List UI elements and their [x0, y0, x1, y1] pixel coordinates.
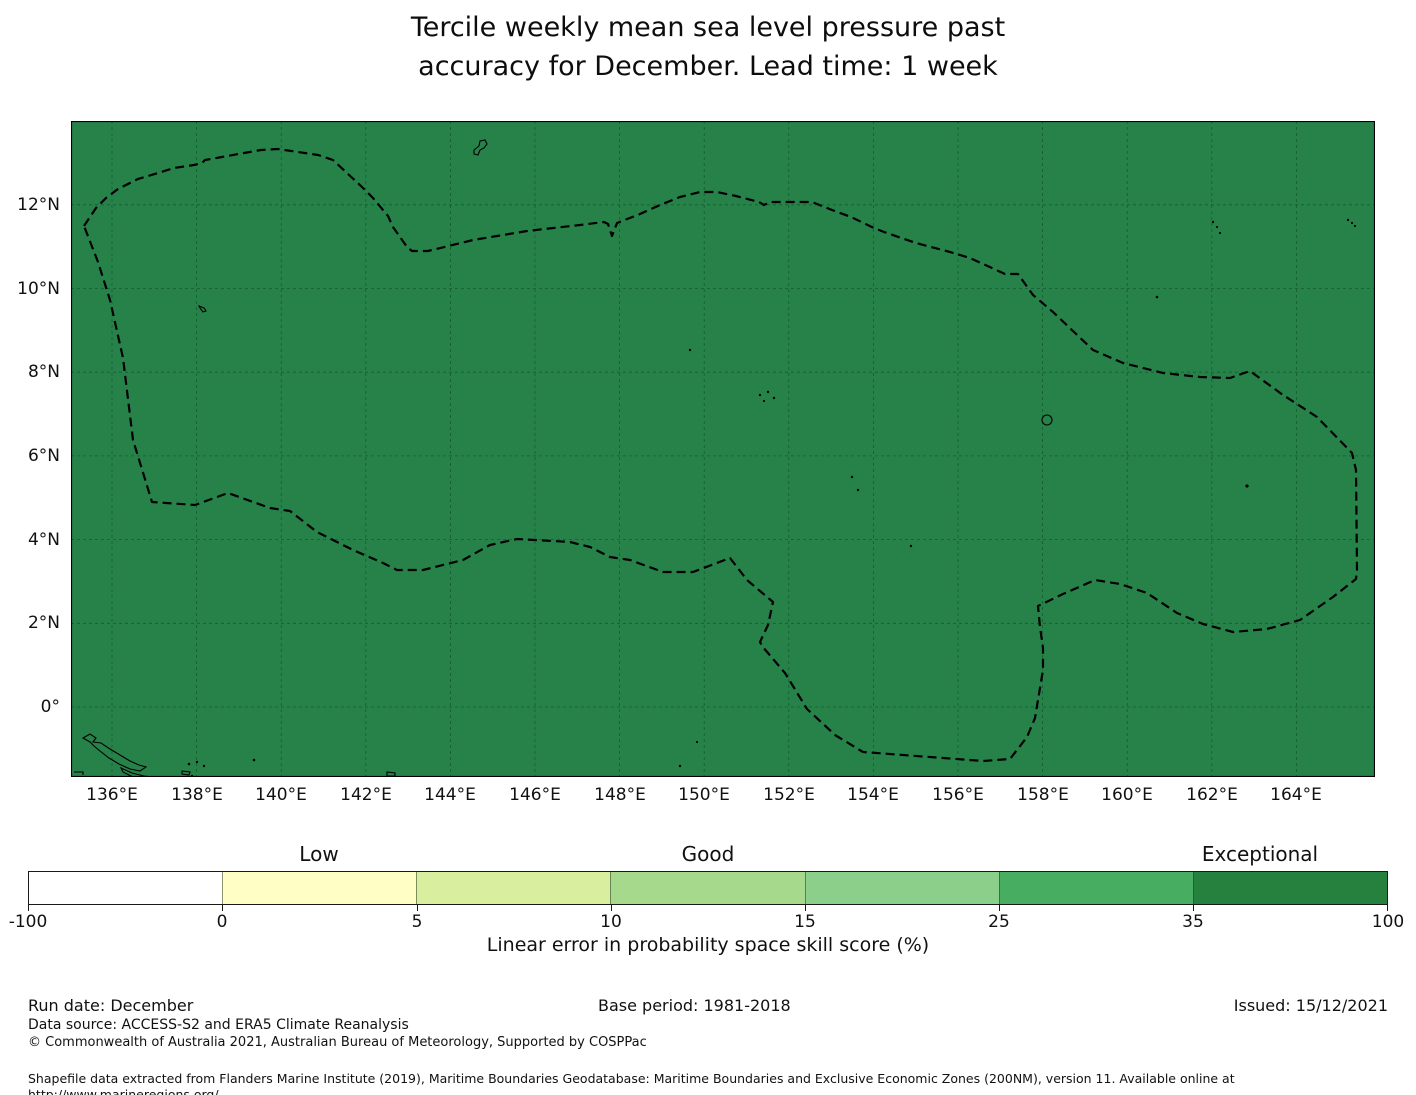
x-tick-label: 160°E	[1101, 785, 1153, 805]
colorbar-segment	[610, 872, 805, 904]
x-tick-label: 138°E	[171, 785, 223, 805]
yap-island	[197, 304, 207, 313]
colorbar-tick	[417, 905, 418, 911]
chart-title-line2: accuracy for December. Lead time: 1 week	[418, 51, 998, 82]
x-tick-label: 142°E	[340, 785, 392, 805]
colorbar-segment	[222, 872, 417, 904]
y-tick-label: 12°N	[17, 195, 60, 215]
coast-fragment-1	[74, 771, 84, 775]
colorbar-tick	[222, 905, 223, 911]
x-tick-label: 162°E	[1186, 785, 1238, 805]
colorbar-tick-label: -100	[8, 912, 48, 932]
colorbar-tick	[611, 905, 612, 911]
map-gridlines	[71, 121, 1375, 777]
y-tick-label: 6°N	[27, 446, 60, 466]
colorbar-tick	[1387, 905, 1388, 911]
x-tick-label: 144°E	[424, 785, 476, 805]
colorbar-category-good: Good	[681, 842, 735, 866]
issued-label: Issued: 15/12/2021	[1233, 996, 1388, 1015]
colorbar-category-low: Low	[299, 842, 339, 866]
colorbar-segment	[804, 872, 999, 904]
chart-title: Tercile weekly mean sea level pressure p…	[0, 8, 1416, 86]
map-panel	[70, 120, 1376, 781]
pohnpei-island	[1041, 414, 1053, 426]
colorbar	[28, 871, 1388, 905]
run-date-label: Run date: December	[28, 996, 194, 1015]
x-tick-label: 150°E	[678, 785, 730, 805]
colorbar-tick-label: 0	[216, 912, 228, 932]
colorbar-tick-label: 10	[600, 912, 622, 932]
colorbar-axis-label: Linear error in probability space skill …	[486, 934, 930, 956]
colorbar-tick-label: 100	[1371, 912, 1405, 932]
solomons-island-1	[81, 733, 148, 772]
x-tick-label: 148°E	[594, 785, 646, 805]
x-tick-label: 152°E	[763, 785, 815, 805]
y-tick-label: 8°N	[27, 362, 60, 382]
shapefile-note: Shapefile data extracted from Flanders M…	[28, 1071, 1235, 1095]
map-border	[70, 120, 1376, 778]
colorbar-tick-label: 5	[411, 912, 423, 932]
chart-title-line1: Tercile weekly mean sea level pressure p…	[410, 12, 1006, 43]
colorbar-tick	[1193, 905, 1194, 911]
x-tick-label: 140°E	[255, 785, 307, 805]
colorbar-segment	[29, 872, 223, 904]
y-tick-label: 4°N	[27, 530, 60, 550]
x-tick-label: 136°E	[86, 785, 138, 805]
colorbar-segment	[416, 872, 611, 904]
x-tick-label: 154°E	[847, 785, 899, 805]
eez-boundary-outline	[82, 147, 1359, 763]
colorbar-segment	[998, 872, 1193, 904]
x-tick-label: 158°E	[1017, 785, 1069, 805]
colorbar-tick	[999, 905, 1000, 911]
colorbar-tick-label: 25	[988, 912, 1010, 932]
colorbar-tick	[805, 905, 806, 911]
y-tick-label: 10°N	[17, 279, 60, 299]
x-tick-label: 164°E	[1270, 785, 1322, 805]
colorbar-category-exceptional: Exceptional	[1201, 842, 1319, 866]
colorbar-segment	[1192, 872, 1387, 904]
base-period-label: Base period: 1981-2018	[598, 996, 791, 1015]
x-tick-label: 156°E	[932, 785, 984, 805]
guam-island	[473, 139, 488, 156]
coast-fragment-2	[181, 770, 191, 776]
y-tick-label: 0°	[40, 697, 60, 717]
colorbar-tick	[28, 905, 29, 911]
copyright-label: © Commonwealth of Australia 2021, Austra…	[28, 1035, 647, 1050]
y-tick-label: 2°N	[27, 613, 60, 633]
x-tick-label: 146°E	[509, 785, 561, 805]
map-svg	[70, 120, 1376, 781]
island-dots	[187, 218, 1357, 778]
map-ocean	[71, 121, 1375, 777]
colorbar-tick-label: 35	[1182, 912, 1204, 932]
data-source-label: Data source: ACCESS-S2 and ERA5 Climate …	[28, 1017, 409, 1033]
colorbar-tick-label: 15	[794, 912, 816, 932]
